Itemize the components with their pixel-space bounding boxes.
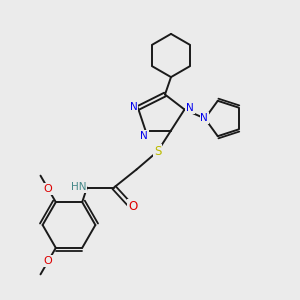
Text: O: O [44, 184, 52, 194]
Text: N: N [130, 101, 137, 112]
Text: HN: HN [71, 182, 86, 192]
Text: N: N [186, 103, 194, 113]
Text: O: O [44, 256, 52, 266]
Text: N: N [140, 131, 148, 141]
Text: S: S [154, 145, 161, 158]
Text: O: O [128, 200, 137, 213]
Text: N: N [200, 113, 208, 123]
